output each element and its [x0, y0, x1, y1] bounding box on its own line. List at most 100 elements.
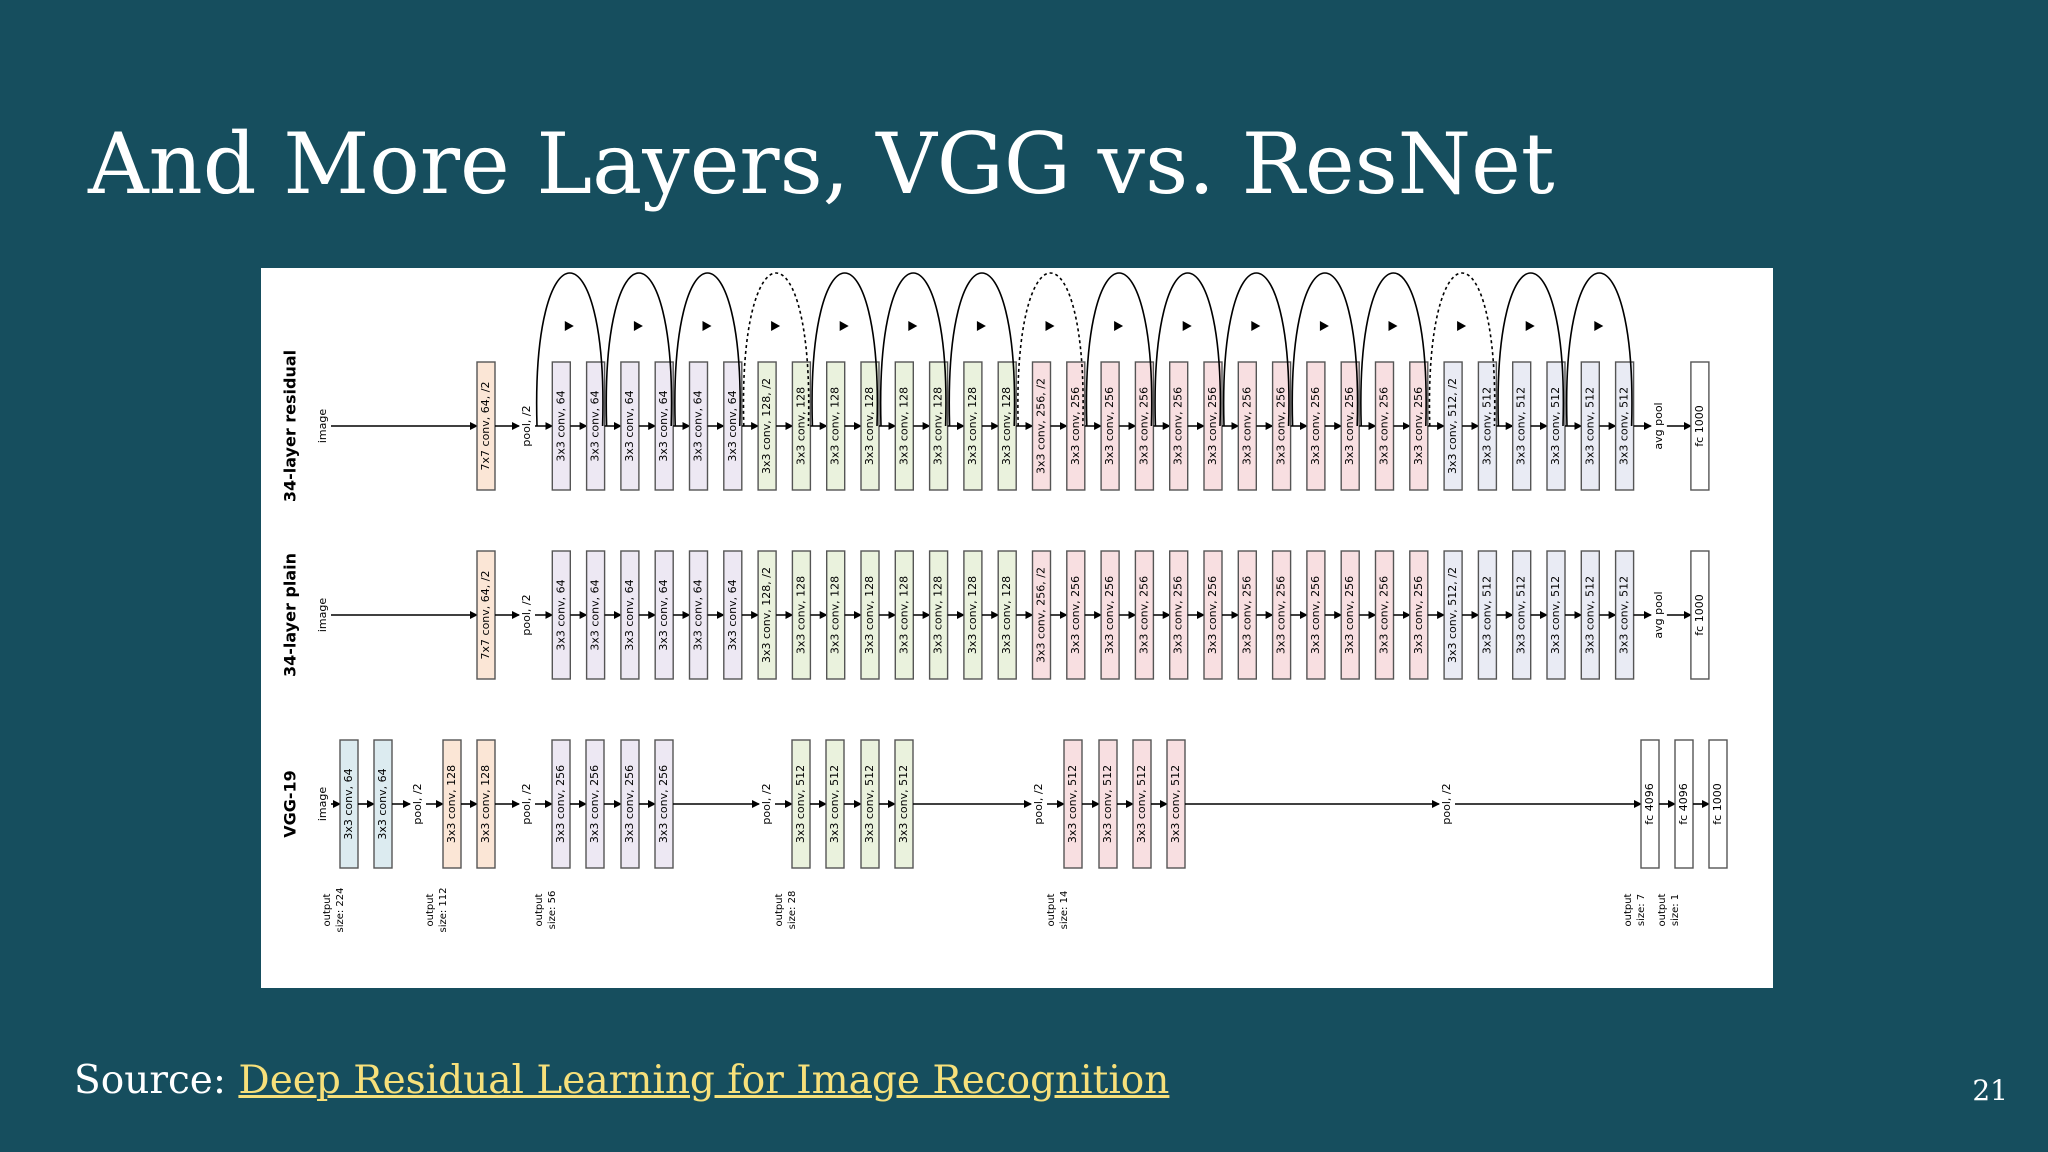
layer-label: 3x3 conv, 512: [1583, 576, 1596, 654]
layer-label: 3x3 conv, 128: [1000, 387, 1013, 465]
layer-label: 3x3 conv, 128: [479, 765, 492, 843]
layer-label: 3x3 conv, 512: [1515, 387, 1528, 465]
shortcut-connection: [742, 272, 810, 427]
layer-label: 3x3 conv, 512: [1066, 765, 1079, 843]
output-size-label: output: [534, 893, 545, 926]
layer-label: 3x3 conv, 512: [1549, 576, 1562, 654]
shortcut-arrowhead: [1114, 321, 1124, 331]
layer-label: 3x3 conv, 256: [1103, 387, 1116, 465]
shortcut-connection: [1497, 272, 1565, 427]
layer-label: 3x3 conv, 128: [932, 576, 945, 654]
pool-layer: pool, /2: [1032, 783, 1045, 824]
layer-label: 3x3 conv, 256: [1412, 387, 1425, 465]
layer-label: 3x3 conv, 256: [1137, 576, 1150, 654]
shortcut-arrowhead: [1388, 321, 1398, 331]
source-link[interactable]: Deep Residual Learning for Image Recogni…: [238, 1058, 1170, 1103]
shortcut-connection: [1565, 272, 1633, 427]
layer-label: fc 1000: [1711, 783, 1724, 824]
layer-label: 3x3 conv, 256, /2: [1035, 378, 1048, 474]
output-size-label: output: [1623, 893, 1634, 926]
shortcut-arrowhead: [1319, 321, 1329, 331]
layer-label: 3x3 conv, 128: [794, 576, 807, 654]
layer-label: 3x3 conv, 128: [1000, 576, 1013, 654]
layer-label: 3x3 conv, 128, /2: [760, 567, 773, 663]
layer-box: [585, 550, 606, 680]
output-size-label: size: 56: [547, 891, 558, 930]
shortcut-arrowhead: [976, 321, 986, 331]
layer-label: 3x3 conv, 512: [1549, 387, 1562, 465]
layer-label: 3x3 conv, 256, /2: [1035, 567, 1048, 663]
slide-title: And More Layers, VGG vs. ResNet: [88, 115, 1555, 213]
shortcut-connection: [535, 272, 604, 427]
shortcut-arrowhead: [1182, 321, 1192, 331]
output-size-label: output: [322, 893, 333, 926]
layer-label: 3x3 conv, 64: [589, 390, 602, 461]
output-size-label: size: 1: [1670, 894, 1681, 926]
row-input-label: image: [316, 598, 329, 632]
layer-label: 3x3 conv, 256: [623, 765, 636, 843]
layer-box: [1708, 739, 1728, 869]
shortcut-connection: [1154, 272, 1222, 427]
shortcut-connection: [879, 272, 947, 427]
shortcut-arrowhead: [1045, 321, 1055, 331]
shortcut-arrowhead: [564, 321, 574, 331]
layer-label: 3x3 conv, 128: [445, 765, 458, 843]
shortcut-arrowhead: [1457, 321, 1467, 331]
layer-label: 3x3 conv, 64: [589, 579, 602, 650]
layer-label: 3x3 conv, 512: [1169, 765, 1182, 843]
pool-layer: pool, /2: [520, 594, 533, 635]
layer-label: 3x3 conv, 128: [829, 576, 842, 654]
layer-label: 3x3 conv, 64: [726, 579, 739, 650]
layer-label: 3x3 conv, 128: [932, 387, 945, 465]
layer-label: 3x3 conv, 128: [897, 387, 910, 465]
pool-layer: pool, /2: [520, 783, 533, 824]
layer-label: 3x3 conv, 256: [1206, 576, 1219, 654]
shortcut-arrowhead: [633, 321, 643, 331]
layer-label: 3x3 conv, 256: [1240, 576, 1253, 654]
pool-layer: pool, /2: [1440, 783, 1453, 824]
shortcut-arrowhead: [771, 321, 781, 331]
shortcut-arrowhead: [908, 321, 918, 331]
output-size-label: output: [1657, 893, 1668, 926]
output-size-label: size: 14: [1059, 891, 1070, 930]
output-size-label: size: 112: [438, 887, 449, 932]
output-size-label: size: 224: [335, 887, 346, 932]
layer-label: 3x3 conv, 128: [966, 387, 979, 465]
layer-label: 7x7 conv, 64, /2: [479, 382, 492, 471]
layer-label: 3x3 conv, 256: [1069, 576, 1082, 654]
output-size-label: output: [425, 893, 436, 926]
layer-box: [1690, 361, 1710, 491]
layer-label: 3x3 conv, 256: [1172, 576, 1185, 654]
layer-label: 3x3 conv, 64: [692, 390, 705, 461]
layer-label: 3x3 conv, 512: [1101, 765, 1114, 843]
shortcut-connection: [948, 272, 1016, 427]
shortcut-arrowhead: [839, 321, 849, 331]
shortcut-connection: [1291, 272, 1359, 427]
layer-box: [1169, 550, 1189, 680]
layer-label: 3x3 conv, 128, /2: [760, 378, 773, 474]
architecture-figure: 34-layer residual image 7x7 conv, 64, /2 po…: [261, 268, 1773, 988]
row-label: 34-layer plain: [281, 553, 300, 677]
layer-label: 3x3 conv, 256: [1309, 576, 1322, 654]
layer-label: 3x3 conv, 256: [657, 765, 670, 843]
page-number: 21: [1972, 1074, 2008, 1107]
layer-label: 3x3 conv, 256: [1378, 387, 1391, 465]
layer-label: 3x3 conv, 512: [1618, 387, 1631, 465]
shortcut-connection: [1017, 272, 1084, 427]
shortcut-arrowhead: [1251, 321, 1261, 331]
layer-label: 3x3 conv, 512: [1583, 387, 1596, 465]
layer-label: 3x3 conv, 512: [1515, 576, 1528, 654]
pool-layer: pool, /2: [520, 405, 533, 446]
layer-label: 3x3 conv, 256: [1275, 387, 1288, 465]
layer-label: 3x3 conv, 512: [1135, 765, 1148, 843]
layer-label: 3x3 conv, 512: [1480, 576, 1493, 654]
layer-label: 3x3 conv, 256: [1275, 576, 1288, 654]
layer-box: [1690, 550, 1710, 680]
row-label: VGG-19: [281, 770, 300, 838]
layer-label: 3x3 conv, 256: [1172, 387, 1185, 465]
layer-label: 3x3 conv, 64: [692, 579, 705, 650]
shortcut-connection: [811, 272, 879, 427]
row-input-label: image: [316, 409, 329, 443]
shortcut-connection: [674, 272, 741, 427]
layer-label: 3x3 conv, 128: [794, 387, 807, 465]
